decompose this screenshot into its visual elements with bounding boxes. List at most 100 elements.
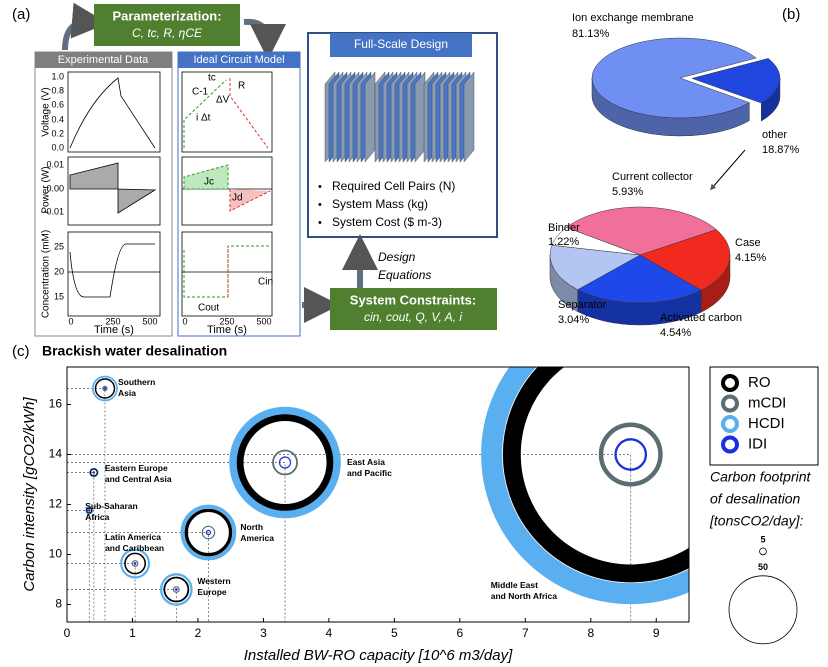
tick-label: 0 — [182, 316, 187, 326]
bubble — [120, 548, 151, 579]
equations-label: Equations — [378, 268, 431, 282]
region-label: Eastern Europe — [105, 463, 168, 473]
chart-title: Brackish water desalination — [42, 343, 227, 359]
tick-label: 0.2 — [51, 128, 64, 138]
pie-slice — [639, 229, 731, 291]
bullet: • — [318, 199, 322, 211]
tick-label: 0.8 — [51, 85, 64, 95]
panel-label: (a) — [12, 6, 30, 23]
cell-stacks — [324, 71, 475, 163]
x-tick-label: 2 — [195, 626, 202, 640]
region-label: Africa — [85, 512, 109, 522]
tick-label: 20 — [54, 266, 64, 276]
annotation: C-1 — [192, 87, 209, 98]
region-label: America — [240, 533, 274, 543]
plot-frame — [66, 366, 690, 623]
mini-tick-labels: 0.0 0.2 0.4 0.6 0.8 1.0 0.01 0.00 -0.01 … — [43, 71, 271, 326]
tick-label: 250 — [219, 316, 234, 326]
bubble — [163, 576, 190, 603]
legend-label: RO — [748, 374, 771, 391]
panel-b: (b) Ion exchange membrane 81.13% other 18.87… — [548, 6, 800, 339]
x-tick-label: 0 — [64, 626, 71, 640]
mini-axes — [67, 71, 273, 317]
arrow — [710, 149, 746, 191]
exp-header — [35, 52, 172, 68]
annotation: Jd — [232, 193, 243, 204]
bubble — [174, 588, 178, 591]
annotation: tc — [208, 73, 216, 84]
bubble — [85, 506, 94, 515]
bubble — [229, 406, 341, 519]
bullet: • — [318, 181, 322, 193]
guide-line — [67, 510, 90, 622]
legend-marker — [721, 394, 739, 413]
y-tick-label: 16 — [49, 397, 63, 411]
annotation: R — [238, 81, 245, 92]
region-label: Latin America — [105, 532, 161, 542]
pie-slice — [577, 254, 702, 304]
pie-slice — [691, 58, 781, 104]
size-legend-label: 50 — [758, 562, 768, 572]
x-tick-label: 6 — [456, 626, 463, 640]
bubble — [201, 525, 216, 540]
region-label: and Central Asia — [105, 474, 172, 484]
circuit-title: Ideal Circuit Model — [193, 54, 284, 66]
size-legend-label: 5 — [760, 534, 765, 544]
slice-name: Separator — [558, 299, 607, 311]
region-label: Southern — [118, 377, 155, 387]
design-output: System Cost ($ m-3) — [332, 215, 442, 229]
param-list: C, tc, R, ηCE — [132, 26, 203, 40]
bubble — [160, 573, 193, 606]
size-legend-circle — [759, 547, 767, 556]
bullet: • — [318, 217, 322, 229]
legend-marker — [721, 374, 739, 392]
bubble — [133, 562, 137, 565]
tick-label: 25 — [54, 241, 64, 251]
axis-label: Time (s) — [94, 324, 134, 336]
equations-label: Design — [378, 250, 416, 264]
guide-line — [67, 388, 106, 622]
region-label: Middle East — [491, 580, 538, 590]
pie-slice — [549, 244, 641, 290]
slice-value: 1.22% — [548, 236, 579, 248]
size-legend-circle — [728, 575, 798, 645]
legend-label: HCDI — [748, 415, 785, 432]
region-label: Europe — [197, 587, 227, 597]
axis-label: Concentration (mM) — [41, 230, 52, 318]
bubble — [184, 508, 233, 557]
slice-value: 81.13% — [572, 28, 610, 40]
constraints-list: cin, cout, Q, V, A, i — [364, 310, 462, 324]
design-output: System Mass (kg) — [332, 197, 428, 211]
y-tick-label: 12 — [49, 497, 63, 511]
region-label: Western — [197, 576, 230, 586]
slice-name: Ion exchange membrane — [572, 12, 694, 24]
y-tick-label: 10 — [49, 547, 63, 561]
bubble — [272, 449, 298, 476]
legend-label: IDI — [748, 435, 767, 452]
region-label: North — [240, 522, 263, 532]
bubble — [103, 387, 107, 390]
panel-a: (a) Parameterization: C, tc, R, ηCE Expe… — [12, 2, 498, 337]
pie-slice — [551, 227, 641, 256]
bubble — [131, 560, 139, 567]
plot-area — [67, 367, 689, 622]
guide-line — [67, 532, 209, 622]
cell-plate — [364, 71, 376, 163]
design-output: Required Cell Pairs (N) — [332, 179, 455, 193]
tick-label: 0.00 — [46, 183, 64, 193]
arrow — [62, 2, 108, 51]
bubble — [89, 467, 99, 478]
annotation: Jc — [204, 177, 214, 188]
x-tick-label: 4 — [326, 626, 333, 640]
bubble — [614, 438, 648, 471]
y-tick-label: 14 — [49, 447, 63, 461]
legend-label: mCDI — [748, 394, 786, 411]
panel-label: (c) — [12, 343, 30, 360]
slice-value: 18.87% — [762, 144, 800, 156]
x-tick-label: 3 — [260, 626, 267, 640]
constraints-box — [330, 288, 497, 330]
bubble — [180, 504, 237, 561]
bubble — [236, 414, 334, 511]
guide-line — [67, 563, 136, 622]
guide-line — [67, 472, 95, 622]
